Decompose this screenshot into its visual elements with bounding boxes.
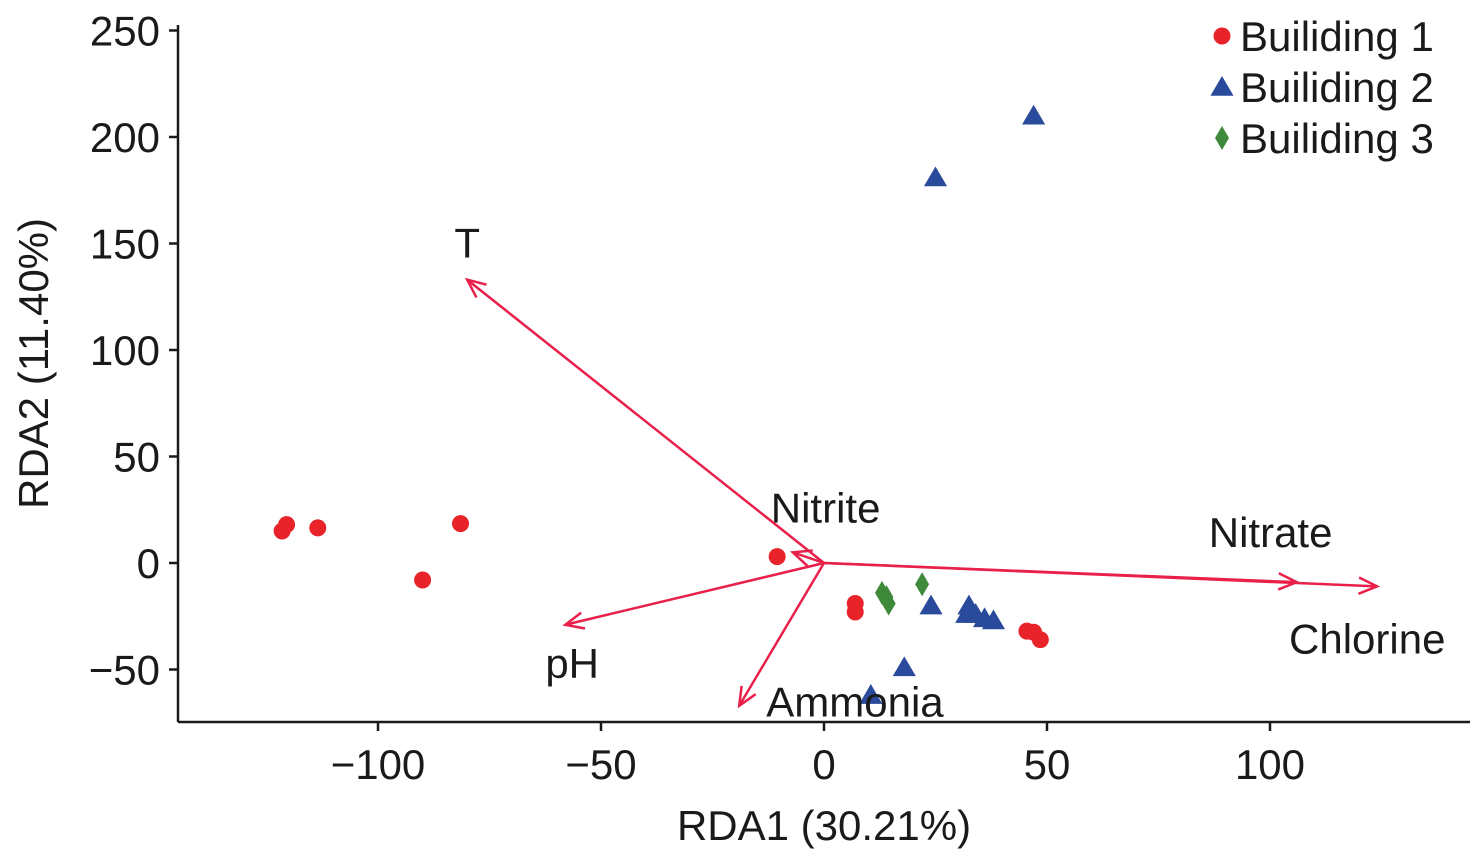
point-builiding-1 — [309, 519, 327, 537]
vector-labels-layer: T Nitrite Nitrate Chlorine pH Ammonia — [454, 220, 1445, 726]
vector-nitrite-arrowhead — [789, 549, 813, 567]
point-builiding-2 — [859, 684, 883, 704]
vectors-layer — [464, 277, 1381, 709]
x-tick-label: 50 — [1024, 741, 1071, 788]
x-axis-title: RDA1 (30.21%) — [677, 802, 971, 849]
vector-label-t: T — [454, 220, 480, 267]
y-tick-label: 50 — [113, 434, 160, 481]
vector-ph-arrowhead — [562, 611, 586, 630]
y-tick-label: 100 — [90, 327, 160, 374]
vector-ammonia-line — [738, 562, 826, 707]
point-builiding-1 — [452, 515, 470, 533]
point-builiding-3 — [915, 572, 930, 597]
x-tick-label: −50 — [565, 741, 636, 788]
vector-label-nitrate: Nitrate — [1209, 509, 1333, 556]
point-builiding-1 — [768, 548, 786, 566]
legend-item-builiding-3: Builiding 3 — [1215, 115, 1434, 162]
legend-item-builiding-1: Builiding 1 — [1213, 13, 1434, 60]
vector-label-ph: pH — [545, 640, 599, 687]
legend-marker-builiding-3 — [1215, 126, 1229, 150]
vector-label-ammonia: Ammonia — [766, 679, 944, 726]
point-builiding-2 — [919, 594, 943, 615]
y-tick-label: 200 — [90, 114, 160, 161]
vector-t-line — [466, 278, 825, 564]
vector-nitrite-line — [792, 551, 825, 565]
y-tick-label: 150 — [90, 221, 160, 268]
vector-t-arrowhead — [464, 277, 487, 299]
point-builiding-1 — [414, 571, 432, 589]
point-builiding-1 — [1031, 631, 1049, 649]
legend-marker-builiding-1 — [1213, 27, 1231, 45]
ticks-layer: −100 −50 0 50 100 −50 0 50 100 150 200 250 — [89, 8, 1305, 789]
point-builiding-3 — [881, 591, 896, 616]
x-tick-label: −100 — [331, 741, 426, 788]
vector-label-nitrite: Nitrite — [771, 484, 881, 531]
vector-chlorine-arrowhead — [1357, 576, 1381, 595]
y-tick-label: 250 — [90, 8, 160, 55]
legend-label-builiding-3: Builiding 3 — [1240, 115, 1434, 162]
point-builiding-2 — [1022, 104, 1046, 125]
legend-label-builiding-1: Builiding 1 — [1240, 13, 1434, 60]
point-builiding-1 — [278, 516, 296, 534]
vector-chlorine-line — [823, 561, 1378, 588]
vector-ammonia-arrowhead — [737, 685, 757, 709]
vector-ph-line — [565, 561, 825, 626]
legend-item-builiding-2: Builiding 2 — [1210, 64, 1434, 111]
x-tick-label: 0 — [812, 741, 835, 788]
y-tick-label: 0 — [137, 540, 160, 587]
point-builiding-1 — [846, 603, 864, 621]
vector-label-chlorine: Chlorine — [1289, 615, 1445, 662]
point-builiding-2 — [923, 166, 948, 187]
y-axis-title: RDA2 (11.40%) — [10, 218, 57, 509]
points-layer — [273, 104, 1049, 704]
legend-label-builiding-2: Builiding 2 — [1240, 64, 1434, 111]
legend-marker-builiding-2 — [1210, 76, 1234, 96]
x-tick-label: 100 — [1235, 741, 1305, 788]
y-tick-label: −50 — [89, 647, 160, 694]
point-builiding-2 — [981, 609, 1006, 630]
point-builiding-2 — [892, 656, 916, 677]
